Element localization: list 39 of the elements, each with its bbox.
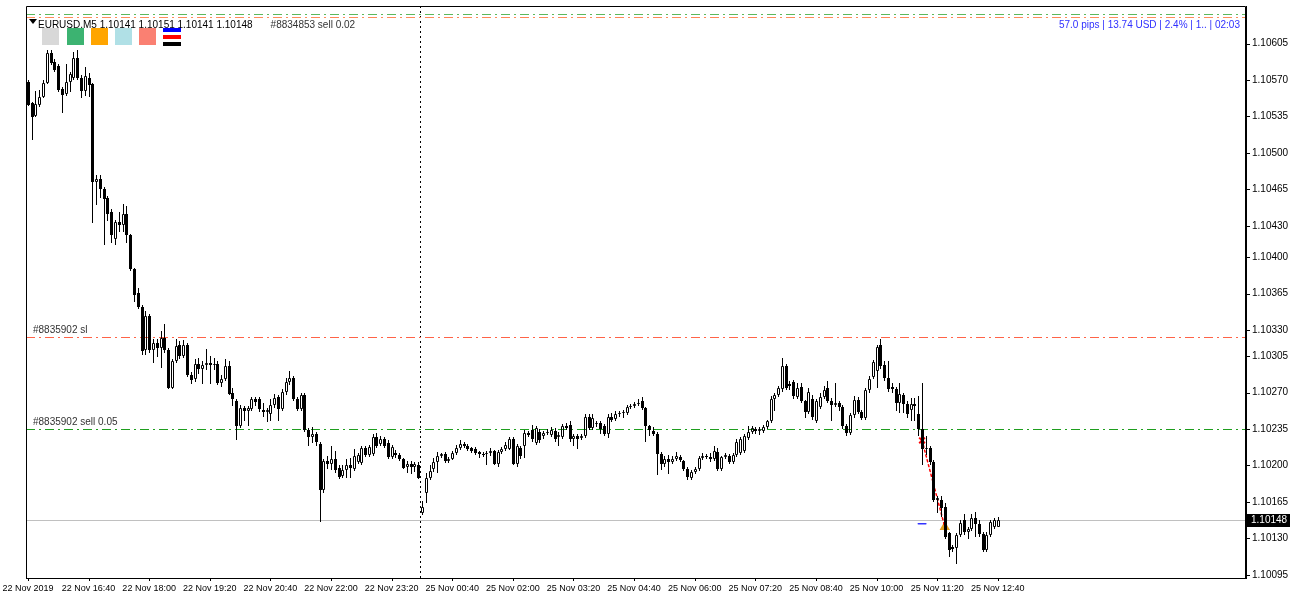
y-tick-label: 1.10165: [1252, 495, 1289, 507]
x-tick-label: 25 Nov 02:00: [486, 582, 540, 593]
y-tick-label: 1.10430: [1252, 219, 1289, 231]
y-tick-label: 1.10200: [1252, 459, 1289, 471]
x-tick-label: 25 Nov 04:40: [607, 582, 661, 593]
x-tick-label: 22 Nov 23:20: [364, 582, 419, 593]
x-tick-label: 25 Nov 07:20: [728, 582, 783, 593]
x-tick-label: 25 Nov 12:40: [971, 582, 1025, 593]
y-tick-label: 1.10570: [1252, 73, 1289, 85]
x-tick-label: 22 Nov 22:00: [304, 582, 358, 593]
x-tick-label: 22 Nov 16:40: [61, 582, 116, 593]
y-tick-label: 1.10270: [1252, 386, 1289, 398]
y-tick-label: 1.10130: [1252, 532, 1289, 544]
x-tick-label: 25 Nov 08:40: [789, 582, 843, 593]
ref-line-label: 1.10148: [1251, 514, 1288, 526]
x-tick-label: 25 Nov 06:00: [667, 582, 722, 593]
x-tick-label: 22 Nov 20:40: [243, 582, 298, 593]
x-tick-label: 25 Nov 10:00: [849, 582, 904, 593]
y-tick-label: 1.10605: [1252, 37, 1289, 49]
annotation: 57.0 pips | 13.74 USD | 2.4% | 1.. | 02:03: [1058, 18, 1241, 30]
y-tick-label: 1.10305: [1252, 349, 1289, 361]
x-tick-label: 25 Nov 00:40: [425, 582, 480, 593]
text: EURUSD,M5 1.10141 1.10151 1.10141 1.10148: [38, 18, 254, 30]
y-tick-label: 1.10500: [1252, 146, 1289, 158]
x-tick-label: 25 Nov 03:20: [546, 582, 601, 593]
x-tick-label: 22 Nov 18:00: [122, 582, 176, 593]
ref-line-label: #8835902 sl: [33, 324, 88, 336]
x-tick-label: 22 Nov 19:20: [182, 582, 237, 593]
y-tick-label: 1.10400: [1252, 250, 1289, 262]
ref-line-label: #8834853 sell 0.02: [270, 18, 356, 30]
y-tick-label: 1.10465: [1252, 183, 1289, 195]
y-tick-label: 1.10365: [1252, 287, 1289, 299]
x-tick-label: 25 Nov 11:20: [910, 582, 964, 593]
y-tick-label: 1.10535: [1252, 110, 1289, 122]
y-tick-label: 1.10095: [1252, 568, 1289, 580]
x-tick-label: 22 Nov 2019: [2, 582, 54, 593]
y-tick-label: 1.10235: [1252, 422, 1289, 434]
ref-line-label: #8835902 sell 0.05: [33, 416, 118, 428]
y-tick-label: 1.10330: [1252, 323, 1289, 335]
